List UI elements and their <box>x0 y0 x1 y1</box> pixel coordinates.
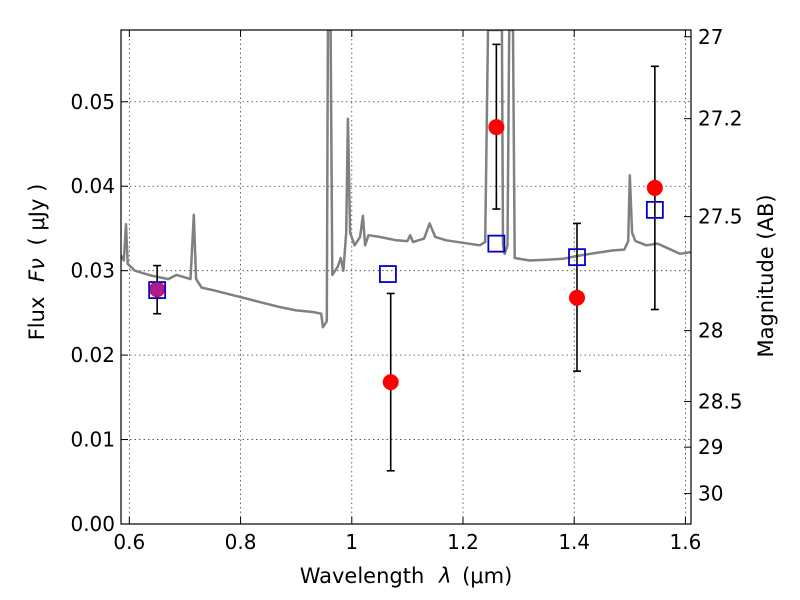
y2-axis-label: Magnitude (AB) <box>754 194 778 357</box>
y2-tick-label: 30 <box>698 482 723 506</box>
y2-tick-label: 28.5 <box>698 390 743 414</box>
y-axis-label-text: Flux <box>25 297 49 341</box>
y2-tick-label: 28 <box>698 319 723 343</box>
ticks: 0.6 0.8 1 1.2 1.4 1.6 0.00 0.01 0.02 0.03 0.04 0.05… <box>70 25 742 554</box>
y2-tick-label: 27 <box>698 25 723 49</box>
x-tick-label: 1.4 <box>558 530 590 554</box>
y-axis-label-symbol: Fν <box>25 258 49 282</box>
y-axis-label-unit: ( μJy ) <box>25 184 49 246</box>
model-photometry-marker <box>568 248 586 267</box>
model-photometry-marker <box>379 265 397 283</box>
x-tick-label: 0.8 <box>225 530 257 554</box>
y-tick-label: 0.00 <box>70 512 115 536</box>
x-axis-label-unit: (μm) <box>462 564 512 588</box>
y-tick-label: 0.05 <box>70 90 115 114</box>
y-tick-label: 0.04 <box>70 174 115 198</box>
data-layer <box>121 30 691 329</box>
observed-point <box>569 289 585 306</box>
model-photometry-marker <box>148 281 167 299</box>
model-photometry-marker <box>645 200 664 219</box>
y2-tick-label: 27.5 <box>698 205 743 229</box>
x-axis-label: Wavelength λ (μm) <box>300 564 513 588</box>
y-tick-label: 0.02 <box>70 343 115 367</box>
y2-tick-label: 27.2 <box>698 107 743 131</box>
observed-point <box>488 119 505 136</box>
marker-layer <box>148 43 664 472</box>
x-tick-label: 0.6 <box>113 530 145 554</box>
model-photometry-marker <box>487 234 506 253</box>
x-tick-label: 1.2 <box>447 530 479 554</box>
plot-background <box>121 30 691 524</box>
x-tick-label: 1.6 <box>670 530 702 554</box>
y-tick-label: 0.03 <box>70 259 115 283</box>
observed-point <box>382 374 399 391</box>
plot-frame <box>120 29 692 525</box>
x-axis-label-symbol: λ <box>438 564 451 588</box>
y-axis-label: Flux Fν ( μJy ) <box>25 184 49 341</box>
y-tick-label: 0.01 <box>70 428 115 452</box>
x-tick-label: 1 <box>345 530 358 554</box>
y2-tick-label: 29 <box>698 435 723 459</box>
spectrum-line <box>121 30 691 329</box>
observed-point <box>646 179 663 196</box>
x-axis-label-text: Wavelength <box>300 564 425 588</box>
overlap-point <box>150 282 165 297</box>
